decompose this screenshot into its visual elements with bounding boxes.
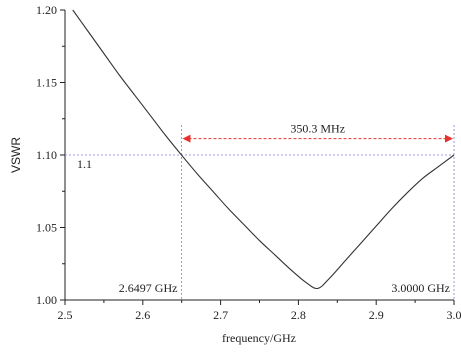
x-tick-label: 3.0	[447, 308, 461, 322]
x-tick-label: 2.9	[369, 308, 384, 322]
x-tick-label: 2.5	[58, 308, 73, 322]
reference-line-label: 1.1	[77, 157, 92, 171]
frequency-marker-label: 2.6497 GHz	[119, 281, 178, 295]
y-tick-label: 1.10	[36, 148, 57, 162]
y-tick-label: 1.00	[36, 293, 57, 307]
x-tick-label: 2.7	[213, 308, 228, 322]
ticks-layer: 2.5 2.6 2.7 2.8 2.9 3.0 1.00 1.05 1.10 1.15 1.20	[36, 3, 461, 322]
x-tick-label: 2.6	[135, 308, 150, 322]
guide-lines-layer	[65, 125, 455, 300]
y-axis-title: VSWR	[9, 137, 23, 173]
vswr-curve	[72, 9, 455, 290]
y-tick-label: 1.05	[36, 221, 57, 235]
series-layer	[72, 9, 455, 290]
bandwidth-label: 350.3 MHz	[290, 122, 345, 136]
annotation-layer: 1.1 2.6497 GHz 3.0000 GHz 350.3 MHz	[77, 122, 453, 295]
x-axis-title: frequency/GHz	[222, 331, 296, 345]
y-tick-label: 1.15	[36, 76, 57, 90]
x-tick-label: 2.8	[291, 308, 306, 322]
frequency-marker-label: 3.0000 GHz	[391, 281, 450, 295]
y-tick-label: 1.20	[36, 3, 57, 17]
